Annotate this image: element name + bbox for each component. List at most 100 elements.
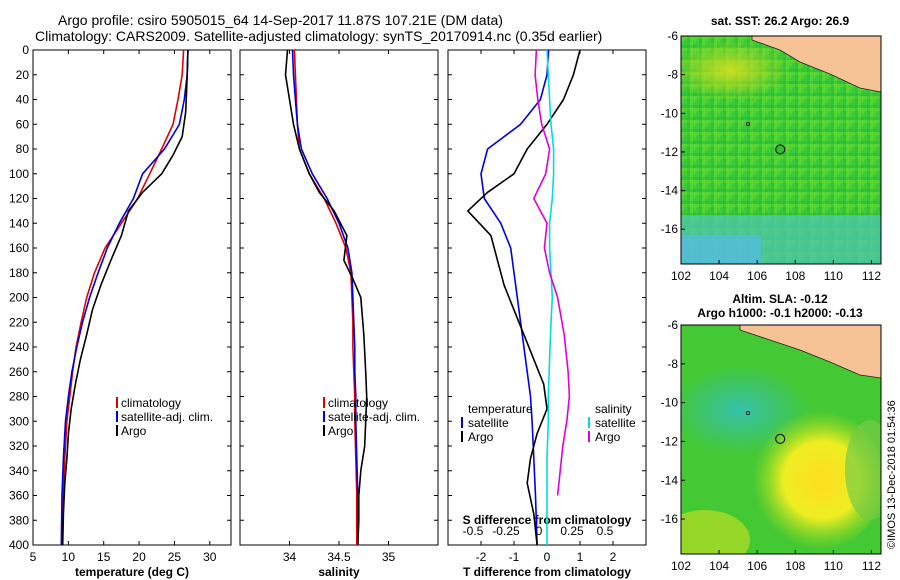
salinity-profile-xtick-label: 35 (382, 550, 396, 564)
temperature-profile-xtick-label: 25 (168, 550, 182, 564)
difference-profile-legend-label: satellite (595, 416, 636, 430)
difference-profile-s-tick-label: -0.5 (463, 524, 484, 538)
imos-credit: ©IMOS 13-Dec-2018 01:54:36 (886, 400, 898, 549)
sst-map-ytick-label: -12 (661, 145, 679, 159)
depth-tick-label: 40 (16, 93, 30, 107)
temperature-profile-series-climatology (61, 49, 185, 546)
temperature-profile-legend-label: Argo (121, 424, 147, 438)
salinity-profile-legend-label: satellite-adj. clim. (328, 410, 420, 424)
sst-map-ytick-label: -8 (667, 68, 678, 82)
difference-profile-s-tick-label: 0.5 (597, 524, 614, 538)
sla-map (681, 325, 881, 554)
sst-map-xtick-label: 102 (671, 269, 691, 283)
depth-tick-label: 300 (9, 414, 29, 428)
depth-tick-label: 120 (9, 192, 29, 206)
difference-profile-s-tick-label: 0 (536, 524, 543, 538)
figure-title-line2: Climatology: CARS2009. Satellite-adjuste… (35, 28, 603, 44)
difference-profile-legend-label: Argo (468, 430, 494, 444)
sla-map-xtick-label: 104 (709, 559, 729, 573)
salinity-profile-xtick-label: 34 (283, 550, 297, 564)
depth-tick-label: 260 (9, 365, 29, 379)
depth-tick-label: 60 (16, 117, 30, 131)
salinity-profile-xlabel: salinity (318, 565, 360, 579)
sst-map-ytick-label: -10 (661, 106, 679, 120)
sst-map-xtick-label: 110 (824, 269, 843, 283)
sla-map-ytick-label: -16 (661, 512, 679, 526)
depth-tick-label: 320 (9, 439, 29, 453)
difference-profile-legend-title-salinity: salinity (595, 402, 632, 416)
difference-profile-xtick-label: 1 (577, 550, 584, 564)
depth-tick-label: 280 (9, 390, 29, 404)
sst-map-xtick-label: 106 (747, 269, 767, 283)
temperature-profile-xtick-label: 15 (97, 550, 111, 564)
depth-tick-label: 0 (22, 43, 29, 57)
figure-title-line1: Argo profile: csiro 5905015_64 14-Sep-20… (58, 12, 503, 28)
difference-profile-series-temperature-satellite (480, 49, 550, 546)
sla-map-xtick-label: 106 (747, 559, 767, 573)
sla-map-ytick-label: -6 (667, 318, 678, 332)
difference-profile-s-tick-label: -0.25 (492, 524, 520, 538)
sla-map-xtick-label: 112 (862, 559, 881, 573)
difference-profile-xtick-label: -2 (476, 550, 487, 564)
temperature-profile-xtick-label: 30 (203, 550, 217, 564)
sla-map-subtitle: Argo h1000: -0.1 h2000: -0.13 (697, 306, 863, 320)
depth-tick-label: 160 (9, 241, 29, 255)
salinity-panel-frame (239, 49, 439, 546)
depth-tick-label: 20 (16, 68, 30, 82)
temperature-profile-series-satellite-adj-clim (60, 49, 189, 546)
depth-tick-label: 100 (9, 167, 29, 181)
temperature-profile-xtick-label: 10 (62, 550, 76, 564)
sst-map-ytick-label: -14 (661, 184, 679, 198)
sla-map-ytick-label: -8 (667, 357, 678, 371)
difference-profile-legend-title-temperature: temperature (468, 402, 533, 416)
difference-profile-legend-label: Argo (595, 430, 621, 444)
sst-map-frame (680, 35, 882, 265)
sst-map (681, 36, 881, 264)
sst-map-xtick-label: 108 (785, 269, 805, 283)
sst-map-title: sat. SST: 26.2 Argo: 26.9 (711, 14, 850, 28)
temperature-profile-xtick-label: 5 (30, 550, 37, 564)
depth-tick-label: 340 (9, 464, 29, 478)
temperature-profile-xtick-label: 20 (132, 550, 146, 564)
salinity-profile-legend-label: Argo (328, 424, 354, 438)
depth-tick-label: 400 (9, 538, 29, 552)
depth-tick-label: 360 (9, 489, 29, 503)
temperature-profile-xlabel: temperature (deg C) (75, 565, 189, 579)
difference-profile-xtick-label: -1 (509, 550, 520, 564)
depth-tick-label: 220 (9, 315, 29, 329)
salinity-profile-xtick-label: 34.5 (327, 550, 351, 564)
difference-profile-legend-label: satellite (468, 416, 509, 430)
sla-map-ytick-label: -14 (661, 473, 679, 487)
salinity-profile-legend-label: climatology (328, 396, 388, 410)
difference-profile-xlabel: T difference from climatology (463, 565, 631, 579)
depth-tick-label: 80 (16, 142, 30, 156)
sla-map-ytick-label: -10 (661, 396, 679, 410)
depth-tick-label: 240 (9, 340, 29, 354)
sst-argo-position-marker (775, 144, 786, 155)
salinity-profile-series-satellite-adj-clim (291, 49, 359, 545)
sla-map-xtick-label: 102 (671, 559, 691, 573)
sla-map-frame (680, 324, 882, 555)
sst-map-ytick-label: -16 (661, 222, 679, 236)
difference-profile-series-temperature-argo (466, 49, 581, 546)
depth-tick-label: 200 (9, 291, 29, 305)
difference-profile-series-salinity-argo (532, 49, 571, 496)
temperature-profile-series-argo (61, 49, 189, 546)
sla-map-xtick-label: 110 (824, 559, 843, 573)
sla-map-title: Altim. SLA: -0.12 (732, 292, 828, 306)
difference-profile-xtick-label: 2 (610, 550, 617, 564)
sla-map-xtick-label: 108 (785, 559, 805, 573)
sst-map-ytick-label: -6 (667, 29, 678, 43)
difference-profile-series-salinity-satellite (546, 49, 555, 545)
temperature-profile-legend-label: climatology (121, 396, 181, 410)
sla-argo-position-marker (775, 433, 786, 444)
depth-tick-label: 140 (9, 216, 29, 230)
sst-map-xtick-label: 112 (862, 269, 881, 283)
salinity-profile-series-argo (284, 49, 368, 546)
temperature-profile-legend-label: satellite-adj. clim. (121, 410, 213, 424)
depth-tick-label: 380 (9, 513, 29, 527)
sla-map-ytick-label: -12 (661, 434, 679, 448)
difference-profile-s-tick-label: 0.25 (560, 524, 584, 538)
depth-tick-label: 180 (9, 266, 29, 280)
